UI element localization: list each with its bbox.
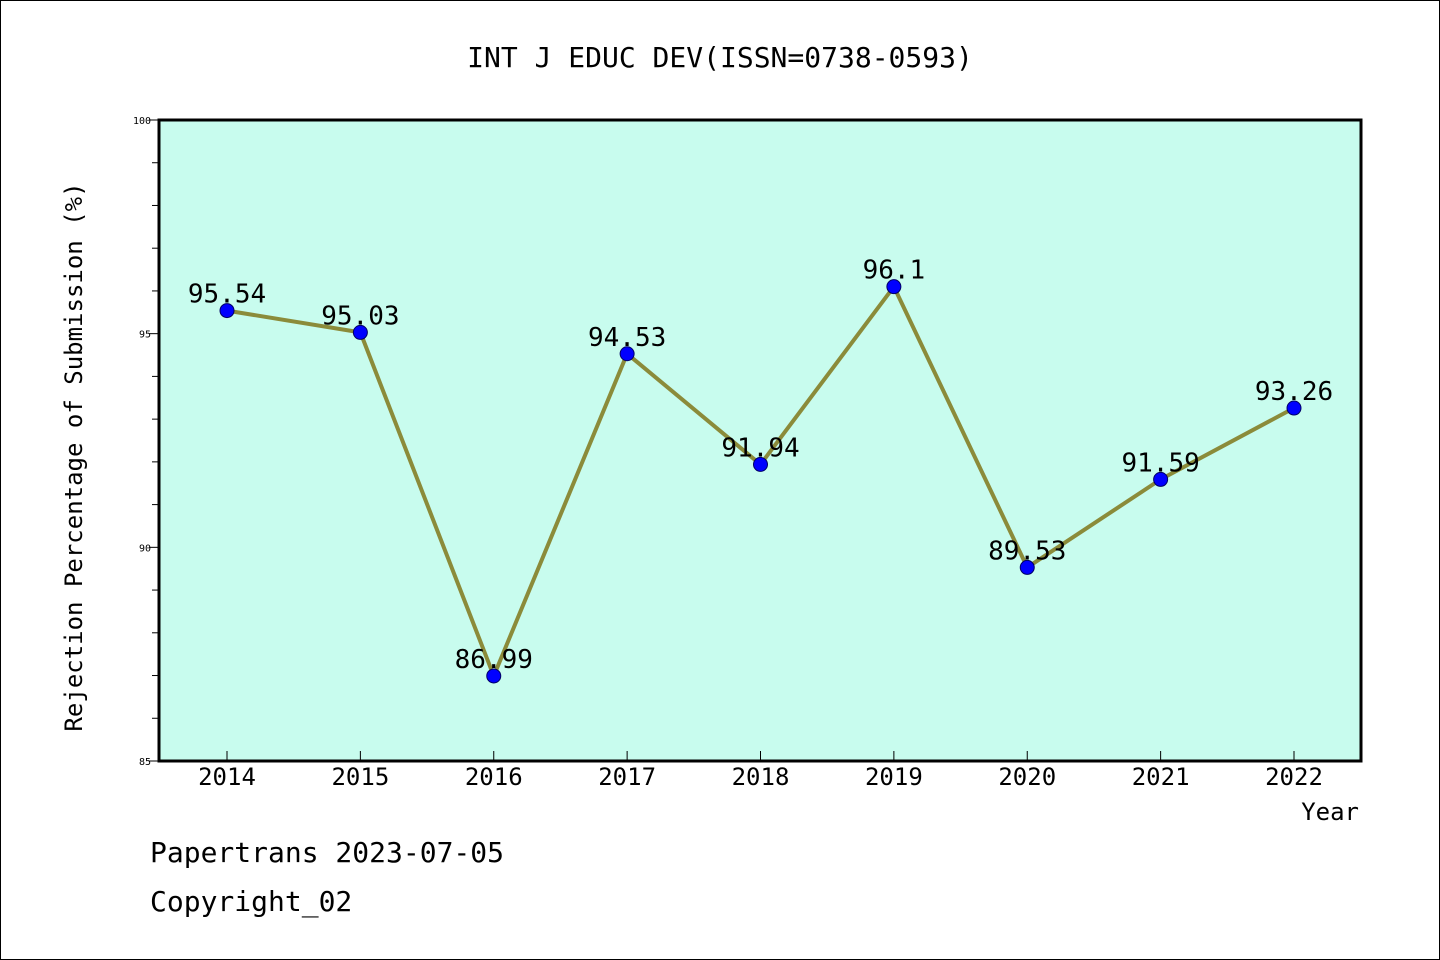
- data-label: 93.26: [1255, 377, 1333, 407]
- x-tick-label: 2019: [865, 763, 923, 791]
- data-label: 89.53: [988, 536, 1066, 566]
- footer-source-text: Papertrans 2023-07-05: [150, 836, 505, 869]
- data-point-marker: [352, 324, 368, 340]
- y-tick-label: 90: [139, 543, 151, 554]
- y-axis-ticks: 85 90 95 100: [133, 116, 159, 768]
- series-group: 95.54 95.03 86.99 94.53 91.94 96.1 89.53 91.59 9…: [188, 256, 1333, 684]
- x-tick-label: 2014: [198, 763, 256, 791]
- data-point-marker: [219, 303, 235, 319]
- data-point-marker: [886, 279, 902, 295]
- y-tick-label: 95: [139, 330, 151, 341]
- data-label: 94.53: [588, 323, 666, 353]
- data-point-marker: [619, 346, 635, 362]
- x-tick-label: 2022: [1265, 763, 1323, 791]
- data-label: 91.94: [721, 433, 799, 463]
- data-label: 95.54: [188, 280, 266, 310]
- y-tick-label: 85: [139, 757, 151, 768]
- data-label: 86.99: [455, 645, 533, 675]
- x-tick-label: 2015: [331, 763, 389, 791]
- x-axis-label: Year: [1301, 798, 1359, 826]
- chart-title: INT J EDUC DEV(ISSN=0738-0593): [467, 41, 973, 74]
- data-point-marker: [1286, 400, 1302, 416]
- x-tick-label: 2018: [732, 763, 790, 791]
- data-point-marker: [1153, 471, 1169, 487]
- data-label: 91.59: [1121, 448, 1199, 478]
- data-point-marker: [1019, 559, 1035, 575]
- x-tick-label: 2017: [598, 763, 656, 791]
- data-point-marker: [486, 668, 502, 684]
- footer-copyright-text: Copyright_02: [150, 885, 353, 918]
- y-axis-label: Rejection Percentage of Submission (%): [60, 182, 88, 731]
- data-point-marker: [753, 456, 768, 472]
- data-label: 95.03: [321, 301, 399, 331]
- x-tick-label: 2021: [1132, 763, 1190, 791]
- data-label: 96.1: [863, 256, 926, 286]
- plot-area: [157, 118, 1363, 763]
- x-tick-label: 2020: [998, 763, 1056, 791]
- y-tick-label: 100: [133, 116, 151, 127]
- x-tick-label: 2016: [465, 763, 523, 791]
- x-axis-ticks: 2014 2015 2016 2017 2018 2019 2020 2021 2022: [198, 751, 1323, 791]
